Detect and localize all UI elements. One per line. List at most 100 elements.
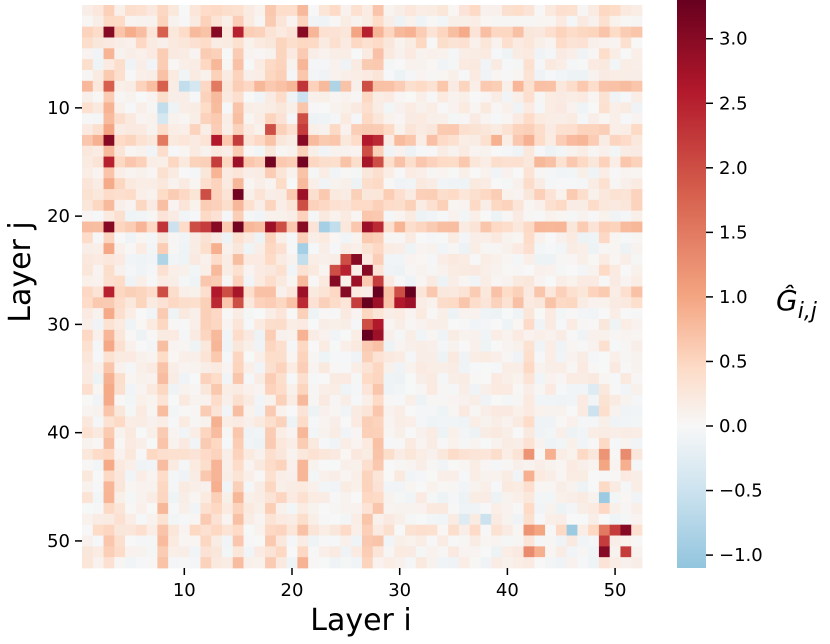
heatmap-cell	[405, 535, 417, 547]
heatmap-cell	[534, 102, 546, 114]
heatmap-cell	[189, 48, 201, 60]
heatmap-cell	[523, 210, 535, 222]
heatmap-cell	[243, 254, 255, 266]
heatmap-cell	[168, 416, 180, 428]
heatmap-cell	[200, 254, 212, 266]
heatmap-cell	[103, 134, 115, 147]
heatmap-cell	[351, 373, 363, 385]
heatmap-cell	[502, 199, 514, 212]
heatmap-cell	[189, 59, 201, 71]
heatmap-cell	[437, 102, 449, 114]
heatmap-cell	[243, 69, 255, 82]
heatmap-cell	[458, 26, 471, 38]
heatmap-cell	[566, 557, 578, 569]
heatmap-cell	[577, 459, 589, 471]
heatmap-cell	[545, 524, 557, 536]
heatmap-cell	[135, 373, 148, 385]
heatmap-cell	[200, 80, 212, 93]
heatmap-cell	[534, 254, 546, 266]
heatmap-cell	[125, 102, 137, 114]
heatmap-cell	[308, 26, 320, 38]
heatmap-cell	[566, 481, 578, 493]
heatmap-cell	[620, 448, 632, 461]
heatmap-cell	[523, 383, 535, 396]
heatmap-cell	[383, 264, 395, 277]
heatmap-cell	[178, 69, 191, 82]
heatmap-cell	[491, 329, 503, 342]
heatmap-cell	[512, 80, 524, 93]
heatmap-cell	[82, 264, 94, 277]
heatmap-cell	[480, 156, 492, 168]
heatmap-cell	[275, 113, 288, 125]
heatmap-cell	[394, 102, 406, 114]
heatmap-cell	[146, 102, 158, 114]
heatmap-cell	[168, 5, 180, 17]
heatmap-cell	[502, 124, 514, 136]
heatmap-cell	[125, 383, 137, 396]
heatmap-cell	[232, 297, 244, 309]
heatmap-cell	[577, 416, 589, 428]
heatmap-cell	[523, 113, 535, 125]
heatmap-cell	[383, 340, 395, 352]
heatmap-cell	[211, 405, 223, 417]
heatmap-cell	[178, 15, 191, 28]
heatmap-cell	[232, 459, 244, 471]
heatmap-cell	[114, 15, 126, 28]
heatmap-cell	[502, 134, 514, 147]
heatmap-cell	[146, 80, 158, 93]
heatmap-cell	[631, 102, 643, 114]
heatmap-cell	[135, 178, 148, 190]
heatmap-cell	[200, 286, 212, 298]
heatmap-cell	[566, 145, 578, 157]
heatmap-cell	[243, 351, 255, 363]
heatmap-cell	[275, 91, 288, 103]
heatmap-cell	[178, 470, 191, 482]
heatmap-cell	[157, 546, 169, 558]
heatmap-cell	[469, 69, 481, 82]
heatmap-cell	[566, 297, 578, 309]
heatmap-cell	[534, 243, 546, 255]
colorbar-tick-label: 2.5	[719, 93, 748, 114]
heatmap-cell	[512, 124, 524, 136]
heatmap-cell	[114, 362, 126, 374]
heatmap-cell	[480, 329, 492, 342]
heatmap-cell	[318, 427, 331, 439]
heatmap-cell	[405, 37, 417, 49]
heatmap-cell	[265, 264, 277, 277]
heatmap-cell	[318, 232, 331, 244]
heatmap-cell	[114, 513, 126, 526]
heatmap-cell	[135, 210, 148, 222]
heatmap-cell	[620, 297, 632, 309]
heatmap-cell	[351, 102, 363, 114]
heatmap-cell	[178, 275, 191, 287]
heatmap-cell	[178, 503, 191, 515]
heatmap-cell	[598, 481, 611, 493]
heatmap-cell	[232, 470, 244, 482]
heatmap-cell	[437, 210, 449, 222]
heatmap-cell	[178, 459, 191, 471]
heatmap-cell	[200, 362, 212, 374]
x-tick-label: 30	[388, 580, 411, 601]
heatmap-cell	[243, 167, 255, 179]
heatmap-cell	[448, 113, 460, 125]
heatmap-cell	[415, 189, 428, 201]
heatmap-cell	[243, 318, 255, 331]
heatmap-cell	[545, 26, 557, 38]
heatmap-cell	[103, 459, 115, 471]
heatmap-cell	[254, 448, 266, 461]
heatmap-cell	[211, 5, 223, 17]
heatmap-cell	[222, 286, 234, 298]
heatmap-cell	[534, 546, 546, 558]
heatmap-cell	[351, 557, 363, 569]
heatmap-cell	[275, 416, 288, 428]
colorbar-tick-label: −1.0	[719, 545, 763, 566]
heatmap-cell	[598, 394, 611, 406]
heatmap-cell	[545, 481, 557, 493]
heatmap-cell	[383, 470, 395, 482]
heatmap-cell	[222, 438, 234, 450]
heatmap-cell	[318, 373, 331, 385]
heatmap-cell	[631, 254, 643, 266]
heatmap-cell	[275, 167, 288, 179]
heatmap-cell	[178, 481, 191, 493]
heatmap-cell	[146, 286, 158, 298]
